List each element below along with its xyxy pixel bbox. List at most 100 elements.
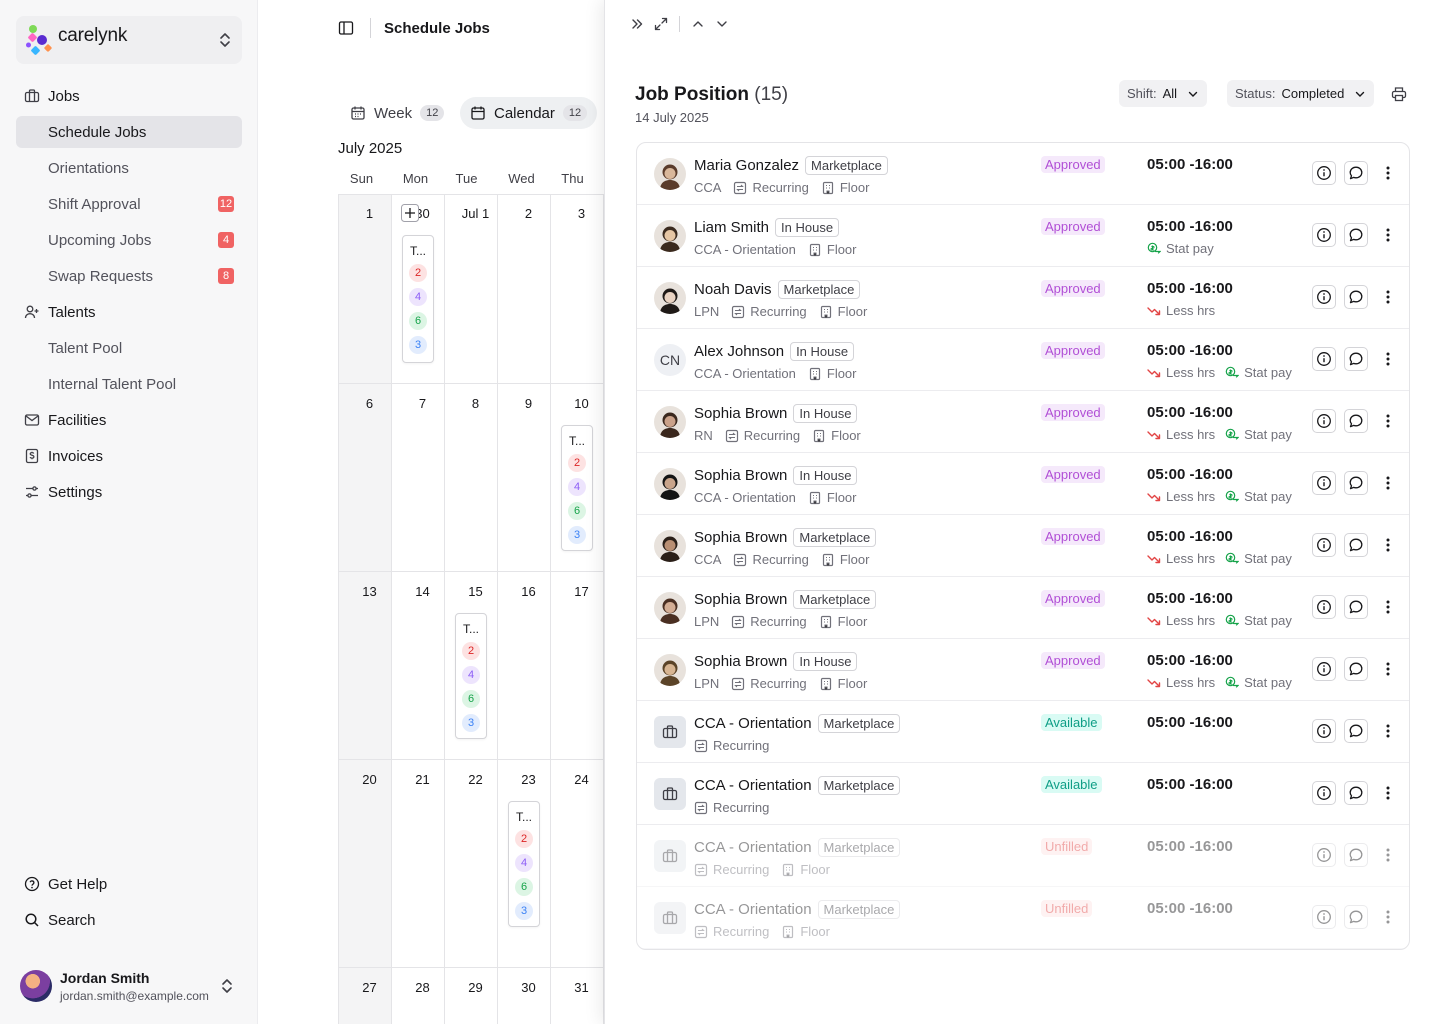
day-number[interactable]: 8 xyxy=(471,396,480,411)
nav-invoices[interactable]: Invoices xyxy=(16,440,242,472)
collapse-panel-button[interactable] xyxy=(625,16,649,32)
message-button[interactable] xyxy=(1344,781,1368,805)
message-button[interactable] xyxy=(1344,409,1368,433)
day-number[interactable]: 17 xyxy=(574,584,589,599)
sidebar-item-schedule-jobs[interactable]: Schedule Jobs xyxy=(16,116,242,148)
print-button[interactable] xyxy=(1391,86,1407,107)
message-button[interactable] xyxy=(1344,657,1368,681)
message-button[interactable] xyxy=(1344,843,1368,867)
shift-filter-select[interactable]: Shift: All xyxy=(1119,80,1208,107)
day-number[interactable]: 10 xyxy=(574,396,589,411)
day-number[interactable]: 1 xyxy=(365,206,374,221)
info-button[interactable] xyxy=(1312,595,1336,619)
day-number[interactable]: 28 xyxy=(415,980,430,995)
sidebar-item-internal-talent-pool[interactable]: Internal Talent Pool xyxy=(16,368,242,400)
day-number[interactable]: 15 xyxy=(468,584,483,599)
day-number[interactable]: 27 xyxy=(362,980,377,995)
message-button[interactable] xyxy=(1344,285,1368,309)
job-position-row[interactable]: Sophia Brown Marketplace CCA Recurring Flo… xyxy=(637,515,1409,577)
more-options-button[interactable] xyxy=(1380,223,1396,247)
info-button[interactable] xyxy=(1312,223,1336,247)
more-options-button[interactable] xyxy=(1380,285,1396,309)
more-options-button[interactable] xyxy=(1380,595,1396,619)
sidebar-item-upcoming-jobs[interactable]: Upcoming Jobs 4 xyxy=(16,224,242,256)
day-number[interactable]: Jul 1 xyxy=(461,206,490,221)
more-options-button[interactable] xyxy=(1380,347,1396,371)
message-button[interactable] xyxy=(1344,719,1368,743)
info-button[interactable] xyxy=(1312,347,1336,371)
info-button[interactable] xyxy=(1312,471,1336,495)
message-button[interactable] xyxy=(1344,347,1368,371)
calendar-event-card[interactable]: T... 2 4 6 3 xyxy=(455,613,487,739)
info-button[interactable] xyxy=(1312,905,1336,929)
info-button[interactable] xyxy=(1312,781,1336,805)
info-button[interactable] xyxy=(1312,285,1336,309)
nav-settings[interactable]: Settings xyxy=(16,476,242,508)
job-position-row[interactable]: CCA - Orientation Marketplace Recurring … xyxy=(637,763,1409,825)
more-options-button[interactable] xyxy=(1380,719,1396,743)
day-number[interactable]: 3 xyxy=(577,206,586,221)
job-position-row[interactable]: CCA - Orientation Marketplace Recurring F… xyxy=(637,825,1409,887)
job-position-row[interactable]: Liam Smith In House CCA - Orientation Flo… xyxy=(637,205,1409,267)
info-button[interactable] xyxy=(1312,719,1336,743)
info-button[interactable] xyxy=(1312,409,1336,433)
day-number[interactable]: 13 xyxy=(362,584,377,599)
message-button[interactable] xyxy=(1344,905,1368,929)
more-options-button[interactable] xyxy=(1380,657,1396,681)
get-help-link[interactable]: Get Help xyxy=(16,868,242,900)
job-position-row[interactable]: Noah Davis Marketplace LPN Recurring Floor… xyxy=(637,267,1409,329)
day-number[interactable]: 22 xyxy=(468,772,483,787)
job-position-row[interactable]: CCA - Orientation Marketplace Recurring … xyxy=(637,701,1409,763)
info-button[interactable] xyxy=(1312,657,1336,681)
calendar-event-card[interactable]: T... 2 4 6 3 xyxy=(561,425,593,551)
more-options-button[interactable] xyxy=(1380,843,1396,867)
tab-calendar[interactable]: Calendar 12 xyxy=(460,97,598,129)
day-number[interactable]: 30 xyxy=(521,980,536,995)
sidebar-item-orientations[interactable]: Orientations xyxy=(16,152,242,184)
calendar-event-card[interactable]: T... 2 4 6 3 xyxy=(402,235,434,363)
day-number[interactable]: 31 xyxy=(574,980,589,995)
expand-panel-button[interactable] xyxy=(649,16,673,32)
day-number[interactable]: 20 xyxy=(362,772,377,787)
job-position-row[interactable]: Maria Gonzalez Marketplace CCA Recurring F… xyxy=(637,143,1409,205)
calendar-event-card[interactable]: T... 2 4 6 3 xyxy=(508,801,540,927)
message-button[interactable] xyxy=(1344,161,1368,185)
add-icon[interactable] xyxy=(401,204,419,222)
day-number[interactable]: 23 xyxy=(521,772,536,787)
workspace-switcher[interactable]: carelynk xyxy=(16,16,242,64)
job-position-row[interactable]: CCA - Orientation Marketplace Recurring F… xyxy=(637,887,1409,949)
status-filter-select[interactable]: Status: Completed xyxy=(1227,80,1375,107)
job-position-row[interactable]: Sophia Brown Marketplace LPN Recurring Flo… xyxy=(637,577,1409,639)
day-number[interactable]: 24 xyxy=(574,772,589,787)
message-button[interactable] xyxy=(1344,533,1368,557)
sidebar-item-talent-pool[interactable]: Talent Pool xyxy=(16,332,242,364)
nav-facilities[interactable]: Facilities xyxy=(16,404,242,436)
info-button[interactable] xyxy=(1312,161,1336,185)
message-button[interactable] xyxy=(1344,471,1368,495)
previous-button[interactable] xyxy=(686,16,710,32)
day-number[interactable]: 6 xyxy=(365,396,374,411)
day-number[interactable]: 21 xyxy=(415,772,430,787)
tab-week[interactable]: Week 12 xyxy=(340,97,454,129)
day-number[interactable]: 16 xyxy=(521,584,536,599)
nav-jobs[interactable]: Jobs xyxy=(16,80,242,112)
more-options-button[interactable] xyxy=(1380,471,1396,495)
day-number[interactable]: 9 xyxy=(524,396,533,411)
user-menu[interactable]: Jordan Smith jordan.smith@example.com xyxy=(16,964,242,1008)
sidebar-item-shift-approval[interactable]: Shift Approval 12 xyxy=(16,188,242,220)
more-options-button[interactable] xyxy=(1380,781,1396,805)
job-position-row[interactable]: Sophia Brown In House RN Recurring Floor A… xyxy=(637,391,1409,453)
nav-talents[interactable]: Talents xyxy=(16,296,242,328)
more-options-button[interactable] xyxy=(1380,409,1396,433)
day-number[interactable]: 14 xyxy=(415,584,430,599)
sidebar-item-swap-requests[interactable]: Swap Requests 8 xyxy=(16,260,242,292)
day-number[interactable]: 2 xyxy=(524,206,533,221)
sidebar-toggle-icon[interactable] xyxy=(338,20,354,36)
job-position-row[interactable]: CN Alex Johnson In House CCA - Orientati… xyxy=(637,329,1409,391)
message-button[interactable] xyxy=(1344,223,1368,247)
day-number[interactable]: 7 xyxy=(418,396,427,411)
next-button[interactable] xyxy=(710,16,734,32)
job-position-row[interactable]: Sophia Brown In House LPN Recurring Floor … xyxy=(637,639,1409,701)
info-button[interactable] xyxy=(1312,843,1336,867)
more-options-button[interactable] xyxy=(1380,533,1396,557)
